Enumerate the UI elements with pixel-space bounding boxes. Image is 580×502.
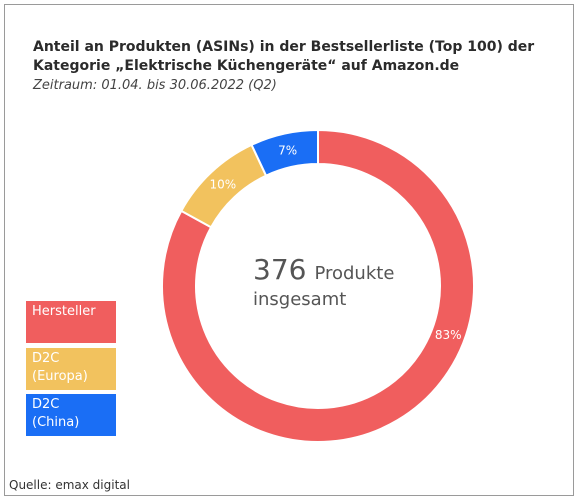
donut-slice-0 xyxy=(161,128,475,443)
legend-label-line1: D2C xyxy=(32,351,60,366)
chart-subtitle: Zeitraum: 01.04. bis 30.06.2022 (Q2) xyxy=(33,78,277,93)
slice-label-2: 7% xyxy=(278,143,297,157)
center-number: 376 xyxy=(253,253,306,286)
center-unit: Produkte xyxy=(314,263,394,284)
slice-label-0: 83% xyxy=(435,328,462,342)
legend-label-line2: (Europa) xyxy=(32,369,88,384)
slice-label-1: 10% xyxy=(210,178,237,192)
legend-label-line1: D2C xyxy=(32,397,60,412)
center-total: 376 Produkte xyxy=(253,253,394,286)
donut-slice-2 xyxy=(250,128,319,177)
legend-item-d2c-china: D2C (China) xyxy=(26,394,116,436)
legend-label-line2: (China) xyxy=(32,415,80,430)
chart-title: Anteil an Produkten (ASINs) in der Bests… xyxy=(33,39,535,74)
legend-item-d2c-europa: D2C (Europa) xyxy=(26,348,116,390)
source-note: Quelle: emax digital xyxy=(9,478,130,492)
center-caption: insgesamt xyxy=(253,289,346,310)
legend-label-line1: Hersteller xyxy=(32,304,96,319)
legend-item-hersteller: Hersteller xyxy=(26,301,116,343)
